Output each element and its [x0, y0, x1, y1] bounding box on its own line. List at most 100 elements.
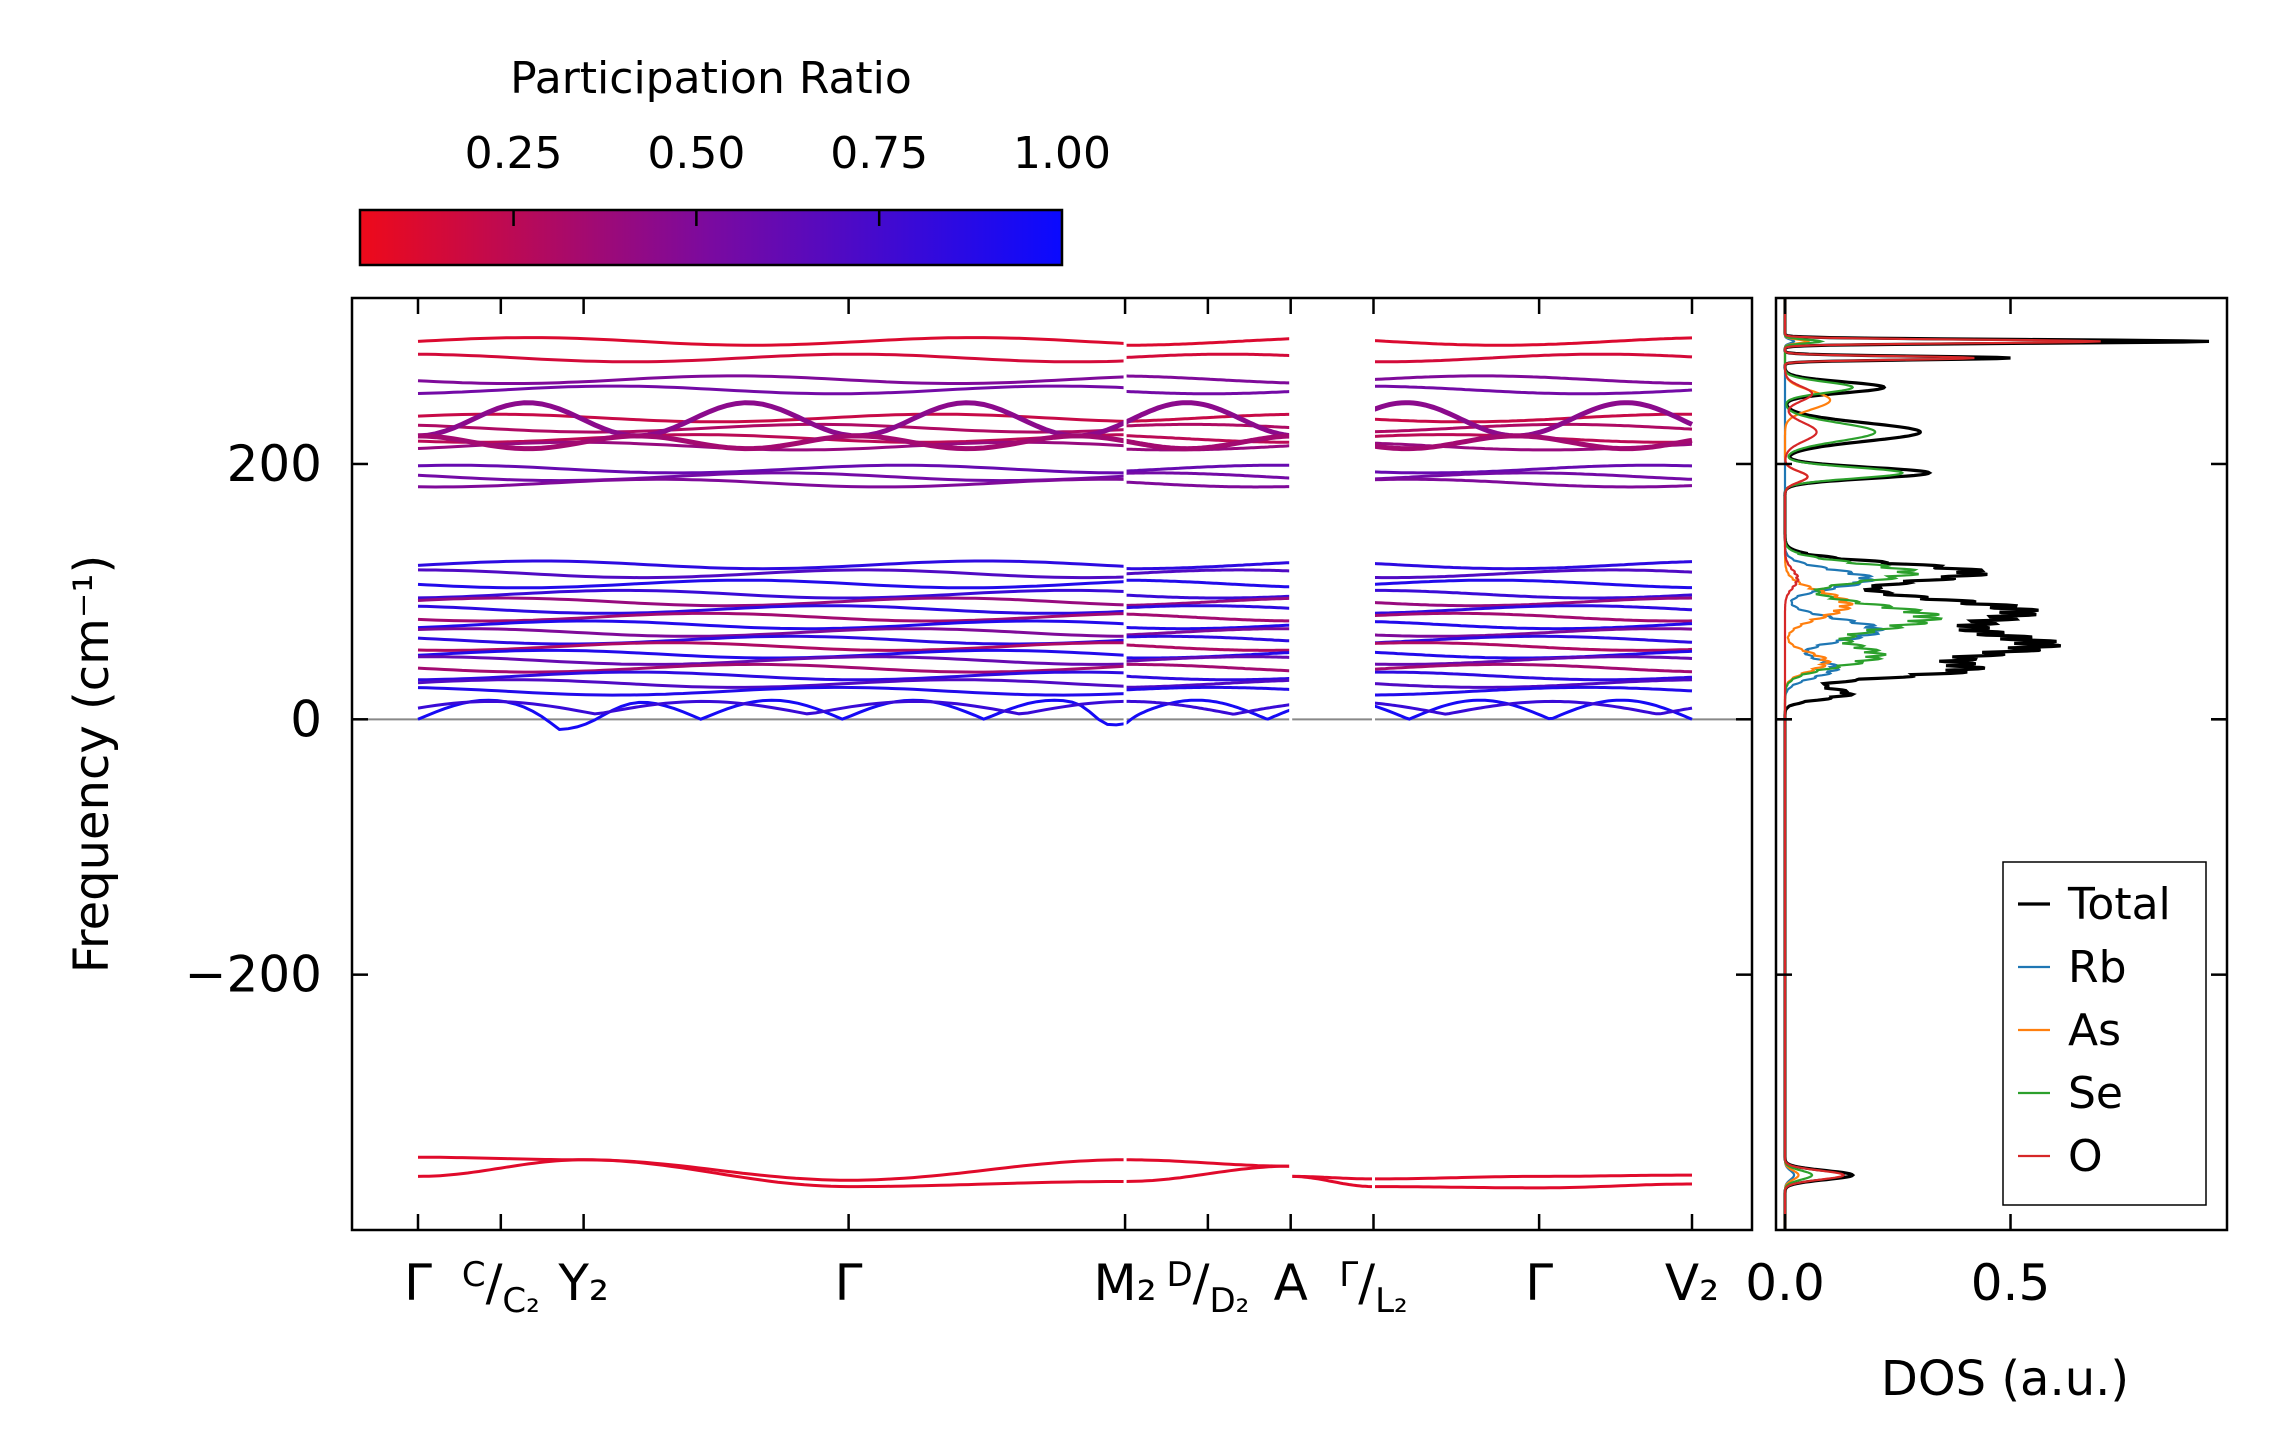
- acoustic-band: [1124, 698, 1292, 725]
- k-point-label: Γ: [1525, 1254, 1553, 1312]
- dos-curve-as: [1783, 298, 1854, 1230]
- phonon-band: [1125, 678, 1291, 689]
- phonon-band: [417, 641, 1126, 652]
- phonon-band: [1373, 670, 1693, 682]
- y-axis-label: Frequency (cm⁻¹): [64, 555, 120, 973]
- phonon-band: [1125, 422, 1291, 430]
- acoustic-band: [1125, 699, 1291, 716]
- phonon-band: [417, 422, 1126, 434]
- phonon-band: [1125, 374, 1291, 385]
- k-point-label: M₂: [1093, 1254, 1156, 1312]
- phonon-band: [417, 578, 1126, 590]
- k-point-label: Γ: [835, 1254, 863, 1312]
- phonon-band: [1373, 678, 1693, 689]
- colorbar-tick-label: 1.00: [1013, 128, 1111, 179]
- phonon-band: [1373, 471, 1693, 481]
- phonon-band: [417, 604, 1126, 615]
- phonon-band: [1125, 352, 1291, 359]
- phonon-band: [1373, 477, 1693, 489]
- dos-x-tick-label: 0.5: [1971, 1254, 2051, 1312]
- legend-frame: [2002, 861, 2207, 1206]
- phonon-band: [1125, 627, 1291, 637]
- y-tick-label: −200: [185, 946, 322, 1004]
- phonon-band: [1125, 568, 1291, 576]
- phonon-band: [417, 634, 1126, 646]
- phonon-band: [417, 374, 1126, 385]
- phonon-band: [1125, 612, 1291, 623]
- phonon-band: [1373, 422, 1693, 434]
- phonon-band: [1373, 685, 1693, 697]
- phonon-band: [1124, 480, 1291, 489]
- dos-ticks: 0.0 0.5: [1745, 298, 2227, 1312]
- phonon-band: [1125, 623, 1291, 631]
- phonon-band: [417, 588, 1126, 600]
- colorbar-label: Participation Ratio: [510, 53, 912, 104]
- phonon-band: [1125, 593, 1291, 600]
- phonon-band: [1373, 620, 1693, 631]
- phonon-band: [417, 627, 1126, 638]
- phonon-band: [1373, 578, 1692, 590]
- phonon-band: [1373, 433, 1693, 452]
- y-tick-label: 0: [290, 690, 322, 748]
- phonon-band: [1125, 463, 1291, 473]
- phonon-band: [417, 412, 1126, 424]
- phonon-band: [1373, 384, 1693, 396]
- phonon-band: [1373, 336, 1693, 347]
- phonon-band: [1373, 604, 1693, 615]
- phonon-band: [1373, 596, 1693, 608]
- phonon-band: [1125, 389, 1291, 396]
- k-point-label: Γ/L₂: [1339, 1254, 1407, 1321]
- phonon-band: [1124, 433, 1291, 452]
- phonon-band: [417, 433, 1126, 452]
- colorbar-tick-label: 0.75: [830, 128, 928, 179]
- dos-x-tick-label: 0.0: [1745, 1254, 1825, 1312]
- phonon-band: [1125, 471, 1291, 480]
- low-frequency-band: [418, 1155, 1291, 1189]
- phonon-band: [1125, 634, 1291, 643]
- band-axes-frame: [350, 296, 1754, 1232]
- k-point-label: A: [1274, 1254, 1308, 1312]
- phonon-band: [417, 611, 1126, 623]
- phonon-band: [1373, 641, 1693, 652]
- dos-curve-rb: [1783, 298, 1888, 1230]
- band-ticks: Γ C/C₂ Y₂ Γ M₂ D/D₂ A Γ/L₂ Γ V₂ −200 0 200: [185, 298, 1752, 1321]
- k-point-label: Y₂: [557, 1254, 609, 1312]
- phonon-band: [1373, 374, 1693, 385]
- k-point-label: Γ: [404, 1254, 432, 1312]
- phonon-band: [1125, 412, 1291, 423]
- phonon-band: [1373, 634, 1693, 645]
- phonon-band: [1125, 434, 1291, 444]
- phonon-band: [1125, 604, 1291, 610]
- phonon-band: [1124, 655, 1291, 663]
- phonon-band: [417, 678, 1126, 689]
- phonon-band: [1373, 611, 1693, 623]
- dos-panel: 0.0 0.5 DOS (a.u.) Total Rb As Se O: [1745, 296, 2229, 1407]
- phonon-band: [1125, 337, 1291, 347]
- low-frequency-band: [1290, 1174, 1692, 1190]
- acoustic-band: [417, 699, 1126, 716]
- phonon-band: [1373, 352, 1693, 364]
- dos-x-axis-label: DOS (a.u.): [1881, 1351, 2129, 1407]
- phonon-band: [417, 400, 1127, 439]
- phonon-band: [417, 648, 1126, 660]
- band-structure-panel: Γ C/C₂ Y₂ Γ M₂ D/D₂ A Γ/L₂ Γ V₂ −200 0 200 Frequency…: [64, 296, 1754, 1321]
- phonon-band: [417, 336, 1126, 347]
- phonon-band: [1373, 412, 1692, 424]
- phonon-band: [1373, 588, 1693, 600]
- dos-axes-frame: [1774, 296, 2229, 1232]
- band-plot: [352, 328, 1752, 1230]
- colorbar-ticks: 0.25 0.50 0.75 1.00: [465, 128, 1111, 226]
- phonon-band: [1373, 463, 1693, 475]
- phonon-band: [417, 662, 1126, 674]
- colorbar-tick-label: 0.25: [465, 128, 563, 179]
- colorbar-gradient: [358, 208, 1064, 267]
- phonon-band: [417, 352, 1126, 364]
- low-frequency-band: [417, 1158, 1291, 1182]
- colorbar: Participation Ratio 0.25 0.50 0.75 1.00: [358, 53, 1111, 267]
- phonon-band: [1125, 578, 1291, 589]
- phonon-band: [1373, 627, 1693, 638]
- phonon-band: [1125, 685, 1291, 692]
- k-point-label: C/C₂: [462, 1254, 540, 1321]
- y-tick-label: 200: [227, 435, 322, 493]
